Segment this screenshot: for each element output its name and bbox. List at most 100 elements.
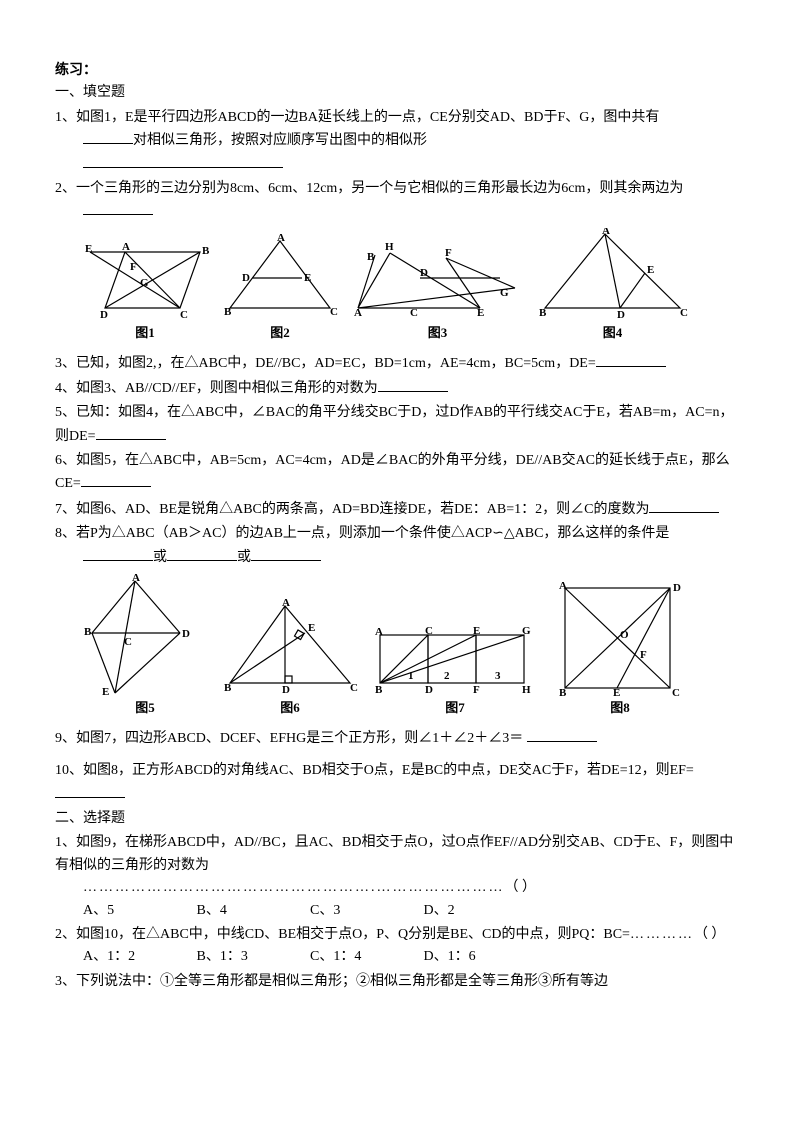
svg-text:D: D [100, 309, 108, 321]
s1-dots: ……………………………………………….…………………… [83, 880, 505, 895]
figure-4: ABD CE 图4 [535, 228, 690, 344]
fig3-label: 图3 [428, 323, 448, 344]
svg-text:D: D [420, 267, 428, 279]
figures-row-2: ABC DE 图5 ABD CE 图6 ACEG BDFH 123 [80, 573, 745, 719]
s1-paren: （ ） [505, 880, 537, 895]
svg-text:D: D [242, 272, 250, 284]
q8-or2: 或 [237, 550, 251, 565]
fig1-svg: EAB DC FG [80, 238, 210, 323]
s1-options: A、5 B、4 C、3 D、2 [55, 900, 745, 922]
svg-text:E: E [477, 307, 484, 319]
figure-3: HAC DFE BG 图3 [350, 238, 525, 344]
fig1-label: 图1 [135, 323, 155, 344]
q8-blank3 [251, 546, 321, 561]
svg-text:B: B [539, 307, 547, 319]
page-title: 练习： [55, 60, 745, 82]
svg-text:A: A [354, 307, 362, 319]
s3-num: 3、 [55, 974, 76, 989]
s1-c: C、3 [310, 900, 420, 922]
svg-text:E: E [304, 272, 311, 284]
s1-num: 1、 [55, 835, 76, 850]
q3-text: 已知，如图2,，在△ABC中，DE//BC，AD=EC，BD=1cm，AE=4c… [76, 356, 596, 371]
s1-a: A、5 [83, 900, 193, 922]
svg-text:F: F [473, 684, 480, 696]
section-2-title: 二、选择题 [55, 808, 745, 830]
svg-text:H: H [385, 241, 394, 253]
svg-text:A: A [559, 580, 567, 592]
svg-text:E: E [308, 622, 315, 634]
q2-num: 2、 [55, 181, 76, 196]
svg-text:C: C [425, 625, 433, 637]
svg-text:2: 2 [444, 670, 450, 682]
q7-text: 如图6、AD、BE是锐角△ABC的两条高，AD=BD连接DE，若DE：AB=1：… [76, 502, 649, 517]
q6: 6、如图5，在△ABC中，AB=5cm，AC=4cm，AD是∠BAC的外角平分线… [55, 450, 745, 496]
q2: 2、一个三角形的三边分别为8cm、6cm、12cm，另一个与它相似的三角形最长边… [55, 178, 745, 224]
svg-text:H: H [522, 684, 531, 696]
figure-8: AD BC EOF 图8 [550, 578, 690, 719]
s1-d: D、2 [424, 900, 534, 922]
section-1-title: 一、填空题 [55, 82, 745, 104]
svg-text:F: F [445, 247, 452, 259]
q10-blank [55, 783, 125, 798]
s3-text: 下列说法中：①全等三角形都是相似三角形；②相似三角形都是全等三角形③所有等边 [76, 974, 608, 989]
q1-blank2 [83, 153, 283, 168]
svg-text:F: F [130, 261, 137, 273]
fig8-svg: AD BC EOF [550, 578, 690, 698]
svg-text:B: B [224, 306, 232, 318]
svg-text:3: 3 [495, 670, 501, 682]
q8-or1: 或 [153, 550, 167, 565]
fig5-label: 图5 [135, 698, 155, 719]
fig4-svg: ABD CE [535, 228, 690, 323]
s2-a: A、1：2 [83, 946, 193, 968]
svg-text:E: E [102, 686, 109, 698]
s1-text: 如图9，在梯形ABCD中，AD//BC，且AC、BD相交于点O，过O点作EF//… [55, 835, 733, 872]
svg-text:C: C [680, 307, 688, 319]
svg-text:D: D [182, 628, 190, 640]
q6-num: 6、 [55, 453, 76, 468]
svg-text:D: D [617, 309, 625, 321]
svg-text:1: 1 [408, 670, 414, 682]
q8-blank2 [167, 546, 237, 561]
svg-text:F: F [640, 649, 647, 661]
svg-text:D: D [282, 684, 290, 696]
s1-b: B、4 [197, 900, 307, 922]
svg-text:D: D [425, 684, 433, 696]
svg-text:A: A [132, 573, 140, 584]
fig8-label: 图8 [610, 698, 630, 719]
figure-1: EAB DC FG 图1 [80, 238, 210, 344]
svg-text:A: A [282, 598, 290, 609]
s2-options: A、1：2 B、1：3 C、1：4 D、1：6 [55, 946, 745, 968]
s2-b: B、1：3 [197, 946, 307, 968]
q3: 3、已知，如图2,，在△ABC中，DE//BC，AD=EC，BD=1cm，AE=… [55, 352, 745, 375]
q4-num: 4、 [55, 381, 76, 396]
q3-num: 3、 [55, 356, 76, 371]
q10-text: 如图8，正方形ABCD的对角线AC、BD相交于O点，E是BC的中点，DE交AC于… [83, 763, 694, 778]
svg-text:O: O [620, 629, 629, 641]
q1-text1: 如图1，E是平行四边形ABCD的一边BA延长线上的一点，CE分别交AD、BD于F… [76, 110, 659, 125]
svg-text:E: E [85, 243, 92, 255]
svg-text:B: B [375, 684, 383, 696]
svg-text:C: C [180, 309, 188, 321]
svg-text:C: C [124, 636, 132, 648]
q10-num: 10、 [55, 763, 83, 778]
q5: 5、已知：如图4，在△ABC中，∠BAC的角平分线交BC于D，过D作AB的平行线… [55, 402, 745, 448]
s2-c: C、1：4 [310, 946, 420, 968]
q1-num: 1、 [55, 110, 76, 125]
svg-text:C: C [350, 682, 358, 694]
q5-num: 5、 [55, 405, 76, 420]
s2-num: 2、 [55, 927, 76, 942]
svg-text:G: G [500, 287, 509, 299]
q1: 1、如图1，E是平行四边形ABCD的一边BA延长线上的一点，CE分别交AD、BD… [55, 107, 745, 176]
q9-num: 9、 [55, 731, 76, 746]
q10: 10、如图8，正方形ABCD的对角线AC、BD相交于O点，E是BC的中点，DE交… [55, 760, 745, 806]
q7-blank [649, 498, 719, 513]
svg-text:E: E [647, 264, 654, 276]
q3-blank [596, 352, 666, 367]
q9-blank [527, 727, 597, 742]
fig2-label: 图2 [270, 323, 290, 344]
s2-dots: ………… [630, 927, 694, 942]
q8-text1: 若P为△ABC（AB＞AC）的边AB上一点，则添加一个条件使△ACP∽△ABC，… [76, 526, 669, 541]
fig5-svg: ABC DE [80, 573, 210, 698]
svg-text:A: A [277, 233, 285, 244]
q8: 8、若P为△ABC（AB＞AC）的边AB上一点，则添加一个条件使△ACP∽△AB… [55, 523, 745, 569]
